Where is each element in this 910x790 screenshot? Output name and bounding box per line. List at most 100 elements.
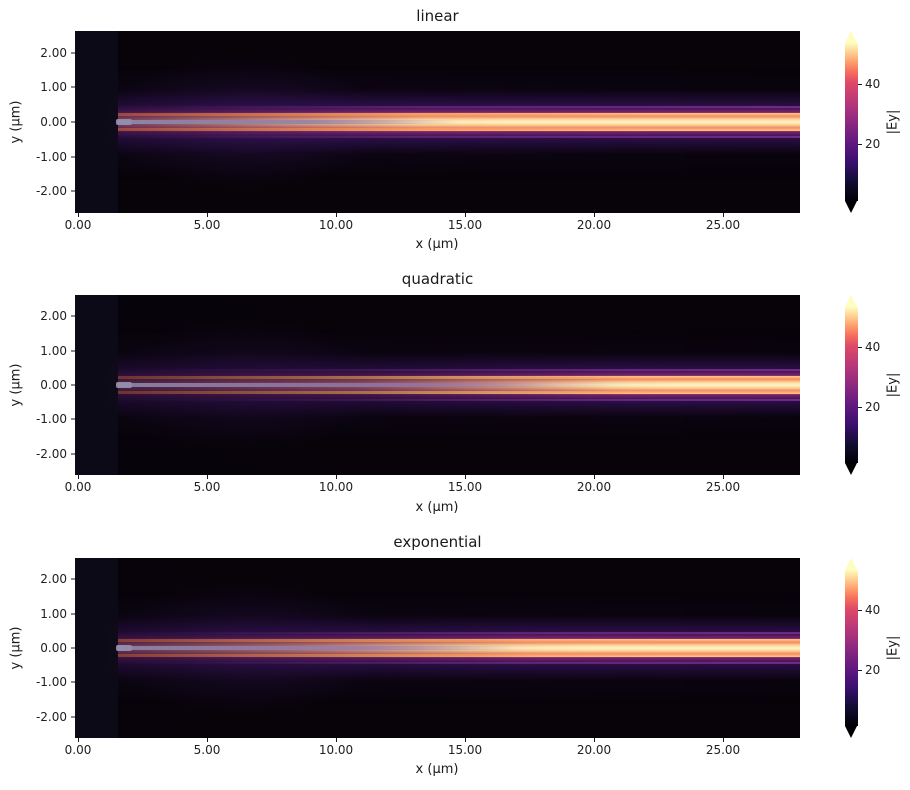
tick-mark [71,681,75,683]
tick-mark [594,475,595,479]
colorbar-over-arrow [845,31,857,43]
colorbar-label: |Ey| [885,109,901,135]
heatmap-image-exponential [75,558,800,738]
x-tick-label: 15.00 [447,743,483,757]
y-tick-label: -2.00 [35,709,67,724]
colorbar-over-arrow [845,295,857,307]
tick-mark [858,83,862,85]
tick-mark [207,475,208,479]
x-tick-label: 20.00 [576,218,612,232]
heatmap-image-linear [75,31,800,213]
y-axis-label: y (μm) [8,626,24,670]
x-tick-label: 25.00 [705,218,741,232]
x-tick-label: 0.00 [64,218,92,232]
tick-mark [858,406,862,408]
colorbar-quadratic: 40 20 [845,295,880,475]
source-free-band [75,31,118,213]
tick-mark [594,738,595,742]
beam-center-node [118,383,800,387]
y-tick-label: 2.00 [40,572,67,587]
tick-mark [858,347,862,349]
tick-mark [207,213,208,217]
subplot-quadratic: 0.00 5.00 10.00 15.00 20.00 25.00 2.00 1… [36,295,800,494]
x-tick-label: 20.00 [576,743,612,757]
tick-mark [336,475,337,479]
source-marker [116,119,132,125]
x-tick-label: 0.00 [64,480,92,494]
x-tick-label: 0.00 [64,743,92,757]
colorbar-over-arrow [845,558,857,570]
source-marker [116,645,132,651]
colorbar-under-arrow [845,201,857,213]
tick-mark [71,315,75,317]
tick-mark [71,156,75,158]
x-tick-label: 10.00 [318,743,354,757]
tick-mark [594,213,595,217]
x-axis-label: x (μm) [415,500,459,515]
y-tick-label: 1.00 [40,606,67,621]
x-tick-label: 15.00 [447,480,483,494]
tick-mark [465,475,466,479]
y-tick-label: 0.00 [40,378,67,392]
tick-mark [71,418,75,420]
x-tick-label: 15.00 [447,218,483,232]
x-tick-label: 25.00 [705,743,741,757]
colorbar-under-arrow [845,726,857,738]
tick-mark [71,190,75,192]
colorbar-tick-label: 20 [865,662,881,677]
y-tick-label: -1.00 [35,675,67,690]
colorbar-exponential: 40 20 [845,558,880,738]
colorbar-tick-label: 20 [865,136,881,151]
tick-mark [78,475,79,479]
tick-mark [71,86,75,88]
tick-mark [71,647,75,649]
source-marker [116,382,132,388]
y-tick-label: -1.00 [35,412,67,427]
x-tick-label: 5.00 [193,480,221,494]
tick-mark [336,738,337,742]
y-tick-label: -1.00 [35,149,67,164]
subplot-linear: 0.00 5.00 10.00 15.00 20.00 25.00 2.00 1… [36,31,800,232]
x-tick-label: 10.00 [318,480,354,494]
x-tick-label: 10.00 [318,218,354,232]
source-free-band [75,295,118,475]
y-tick-label: 2.00 [40,309,67,324]
y-axis-label: y (μm) [8,100,24,144]
x-axis-label: x (μm) [415,762,459,777]
colorbar-under-arrow [845,463,857,475]
colorbar-gradient [845,570,858,726]
tick-mark [465,213,466,217]
y-tick-label: 0.00 [40,115,67,129]
tick-mark [858,143,862,145]
x-tick-label: 20.00 [576,480,612,494]
tick-mark [723,738,724,742]
tick-mark [71,52,75,54]
tick-mark [78,738,79,742]
tick-mark [71,578,75,580]
colorbar-tick-label: 40 [865,76,881,91]
colorbar-linear: 40 20 [845,31,880,213]
source-free-band [75,558,118,738]
x-tick-label: 5.00 [193,218,221,232]
y-tick-label: 1.00 [40,80,67,95]
colorbar-tick-label: 40 [865,603,881,618]
colorbar-label: |Ey| [885,635,901,661]
y-tick-label: 0.00 [40,641,67,655]
heatmap-image-quadratic [75,295,800,475]
plot-title-exponential: exponential [393,533,482,551]
tick-mark [71,384,75,386]
beam-center-node [118,646,800,650]
beam-center-node [118,120,800,124]
y-axis-label: y (μm) [8,363,24,407]
colorbar-tick-label: 40 [865,340,881,355]
tick-mark [71,350,75,352]
colorbar-gradient [845,43,858,201]
y-tick-label: 1.00 [40,343,67,358]
colorbar-tick-label: 20 [865,399,881,414]
x-tick-label: 25.00 [705,480,741,494]
tick-mark [71,613,75,615]
tick-mark [336,213,337,217]
tick-mark [858,610,862,612]
y-tick-label: -2.00 [35,446,67,461]
